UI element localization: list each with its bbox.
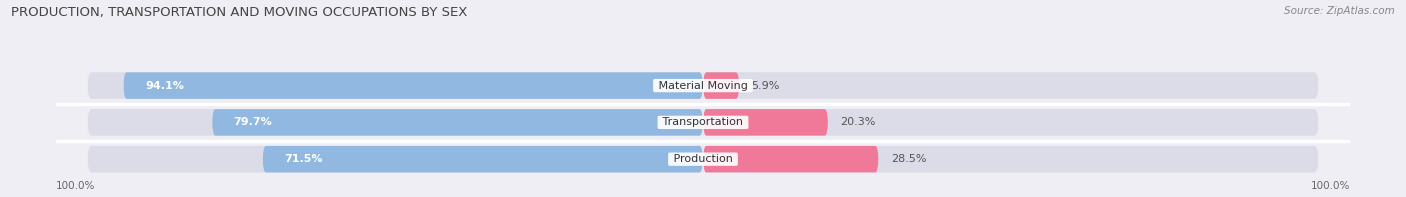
Text: Production: Production <box>669 154 737 164</box>
FancyBboxPatch shape <box>87 109 703 136</box>
Text: 100.0%: 100.0% <box>1310 180 1350 190</box>
Text: Transportation: Transportation <box>659 117 747 127</box>
Text: PRODUCTION, TRANSPORTATION AND MOVING OCCUPATIONS BY SEX: PRODUCTION, TRANSPORTATION AND MOVING OC… <box>11 6 468 19</box>
FancyBboxPatch shape <box>87 146 703 172</box>
Text: 5.9%: 5.9% <box>752 81 780 91</box>
Text: 100.0%: 100.0% <box>56 180 96 190</box>
FancyBboxPatch shape <box>703 72 740 99</box>
FancyBboxPatch shape <box>212 109 703 136</box>
Text: 71.5%: 71.5% <box>284 154 322 164</box>
Text: 94.1%: 94.1% <box>145 81 184 91</box>
FancyBboxPatch shape <box>263 146 703 172</box>
Text: Material Moving: Material Moving <box>655 81 751 91</box>
Text: 28.5%: 28.5% <box>891 154 927 164</box>
FancyBboxPatch shape <box>703 109 1319 136</box>
FancyBboxPatch shape <box>703 146 879 172</box>
FancyBboxPatch shape <box>703 146 1319 172</box>
FancyBboxPatch shape <box>87 109 1319 136</box>
Text: 20.3%: 20.3% <box>841 117 876 127</box>
FancyBboxPatch shape <box>87 146 1319 172</box>
Text: Source: ZipAtlas.com: Source: ZipAtlas.com <box>1284 6 1395 16</box>
FancyBboxPatch shape <box>703 109 828 136</box>
FancyBboxPatch shape <box>87 72 1319 99</box>
Text: 79.7%: 79.7% <box>233 117 273 127</box>
FancyBboxPatch shape <box>703 72 1319 99</box>
FancyBboxPatch shape <box>87 72 703 99</box>
FancyBboxPatch shape <box>124 72 703 99</box>
